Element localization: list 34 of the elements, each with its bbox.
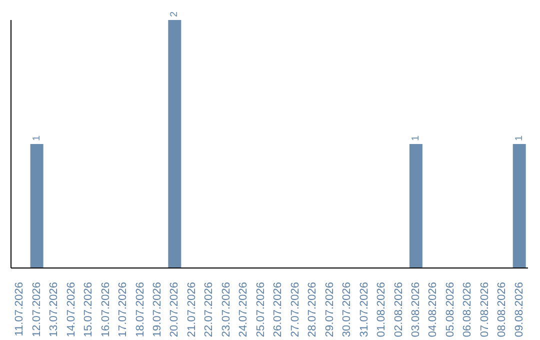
x-tick-label: 25.07.2026 (254, 282, 267, 338)
x-tick-label: 23.07.2026 (220, 282, 232, 338)
x-tick-label: 28.07.2026 (306, 282, 319, 338)
x-tick-label: 19.07.2026 (151, 282, 164, 338)
data-label: 1 (31, 135, 42, 141)
x-tick-label: 03.08.2026 (410, 282, 422, 338)
x-tick-label: 24.07.2026 (238, 282, 250, 338)
x-tick-label: 13.07.2026 (48, 282, 60, 338)
x-tick-label: 20.07.2026 (168, 282, 181, 338)
x-tick-label: 14.07.2026 (65, 282, 78, 338)
x-tick-label: 27.07.2026 (289, 282, 302, 338)
x-tick-label: 12.07.2026 (30, 282, 43, 338)
data-label: 1 (514, 135, 525, 141)
x-tick-label: 29.07.2026 (324, 282, 336, 338)
data-label: 2 (169, 11, 180, 17)
x-tick-label: 30.07.2026 (341, 282, 354, 338)
x-tick-label: 16.07.2026 (100, 282, 112, 338)
x-tick-label: 06.08.2026 (462, 282, 474, 338)
x-tick-label: 09.08.2026 (513, 282, 526, 338)
x-tick-label: 26.07.2026 (272, 282, 284, 338)
x-tick-label: 08.08.2026 (496, 282, 508, 338)
x-tick-label: 01.08.2026 (376, 282, 388, 338)
x-tick-label: 31.07.2026 (358, 282, 370, 338)
x-tick-label: 21.07.2026 (186, 282, 198, 338)
x-tick-label: 11.07.2026 (14, 282, 26, 336)
x-tick-label: 22.07.2026 (203, 282, 216, 338)
x-tick-label: 04.08.2026 (427, 282, 440, 338)
data-label: 1 (410, 135, 422, 141)
x-tick-label: 17.07.2026 (117, 282, 130, 338)
x-tick-label: 05.08.2026 (444, 282, 456, 338)
x-tick-label: 02.08.2026 (392, 282, 405, 338)
x-tick-label: 18.07.2026 (134, 282, 146, 338)
x-tick-label: 07.08.2026 (478, 282, 491, 338)
x-tick-label: 15.07.2026 (82, 282, 95, 338)
